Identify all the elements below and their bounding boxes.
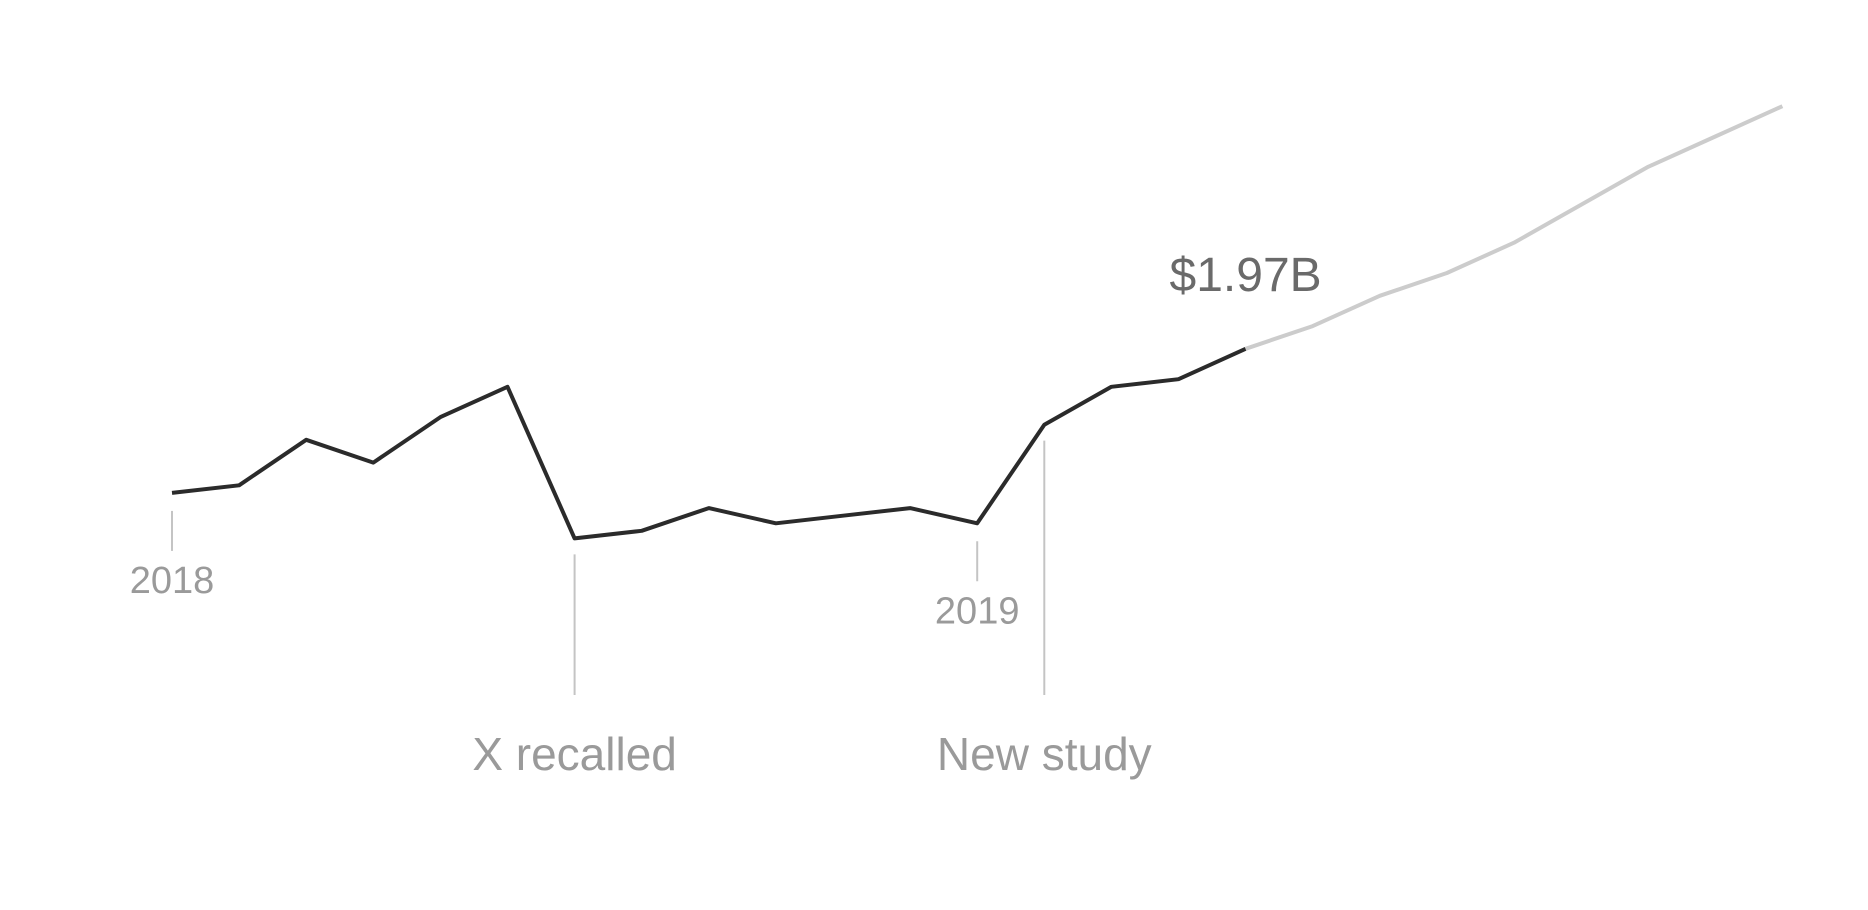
annotation-label: New study bbox=[937, 728, 1152, 780]
x-tick-label: 2018 bbox=[130, 560, 215, 602]
annotation-layer: X recalled New study bbox=[472, 440, 1152, 780]
annotation-label: X recalled bbox=[472, 728, 677, 780]
value-label-layer: $1.97B bbox=[1170, 249, 1322, 302]
x-tick-label: 2019 bbox=[935, 590, 1020, 632]
series-line-projected bbox=[1244, 104, 1784, 351]
series-line-actual bbox=[171, 346, 1247, 541]
current-value-label: $1.97B bbox=[1170, 249, 1322, 302]
series-layer bbox=[171, 104, 1784, 541]
x-tick-layer: 2018 2019 bbox=[130, 510, 1020, 632]
